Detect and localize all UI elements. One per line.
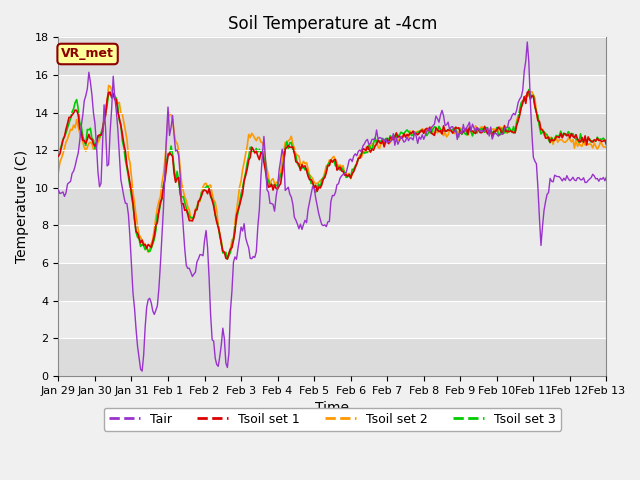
Bar [58, 338, 607, 376]
Bar [58, 263, 607, 300]
Bar [58, 37, 607, 75]
Bar [58, 226, 607, 263]
Title: Soil Temperature at -4cm: Soil Temperature at -4cm [228, 15, 437, 33]
Text: VR_met: VR_met [61, 48, 114, 60]
X-axis label: Time: Time [316, 401, 349, 415]
Legend: Tair, Tsoil set 1, Tsoil set 2, Tsoil set 3: Tair, Tsoil set 1, Tsoil set 2, Tsoil se… [104, 408, 561, 431]
Bar [58, 75, 607, 113]
Bar [58, 188, 607, 226]
Bar [58, 150, 607, 188]
Y-axis label: Temperature (C): Temperature (C) [15, 150, 29, 263]
Bar [58, 113, 607, 150]
Bar [58, 300, 607, 338]
